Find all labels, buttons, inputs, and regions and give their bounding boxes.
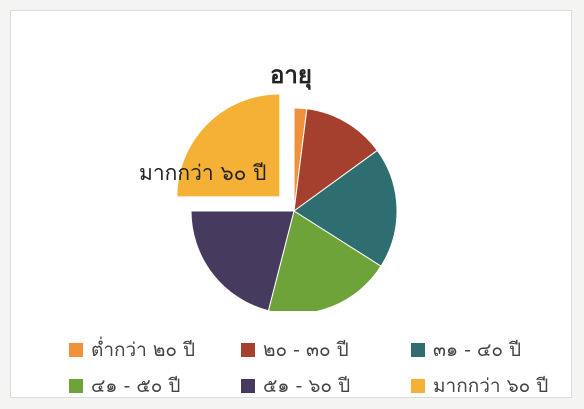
legend-swatch: [69, 379, 83, 393]
pie-slice: [293, 149, 398, 267]
legend-label: ต่ำกว่า ๒๐ ปี: [91, 339, 196, 361]
legend-swatch: [69, 343, 83, 357]
chart-frame: อายุ มากกว่า ๖๐ ปี ต่ำกว่า ๒๐ ปี ๒๐ - ๓๐…: [10, 10, 572, 398]
legend-label: ๓๑ - ๔๐ ปี: [433, 339, 522, 361]
legend: ต่ำกว่า ๒๐ ปี ๒๐ - ๓๐ ปี ๓๑ - ๔๐ ปี ๔๑ -…: [11, 327, 571, 397]
legend-swatch: [241, 379, 255, 393]
legend-label: ๕๑ - ๖๐ ปี: [263, 375, 351, 397]
pie-slice: [293, 108, 379, 213]
legend-label: มากกว่า ๖๐ ปี: [433, 375, 549, 397]
legend-item: ๓๑ - ๔๐ ปี: [411, 335, 521, 365]
legend-item: ๔๑ - ๕๐ ปี: [69, 371, 180, 401]
legend-item: ต่ำกว่า ๒๐ ปี: [69, 335, 195, 365]
legend-swatch: [241, 343, 255, 357]
legend-item: ๕๑ - ๖๐ ปี: [241, 371, 350, 401]
legend-label: ๒๐ - ๓๐ ปี: [263, 339, 349, 361]
legend-label: ๔๑ - ๕๐ ปี: [91, 375, 181, 397]
pie-slice: [190, 210, 295, 311]
legend-item: ๒๐ - ๓๐ ปี: [241, 335, 349, 365]
legend-swatch: [411, 343, 425, 357]
pie-slice: [176, 93, 281, 198]
pie-slice: [267, 210, 382, 311]
chart-title: อายุ: [270, 61, 312, 89]
pie-chart: [176, 93, 398, 311]
legend-item: มากกว่า ๖๐ ปี: [411, 371, 548, 401]
legend-swatch: [411, 379, 425, 393]
data-label-over-60: มากกว่า ๖๐ ปี: [139, 161, 267, 185]
